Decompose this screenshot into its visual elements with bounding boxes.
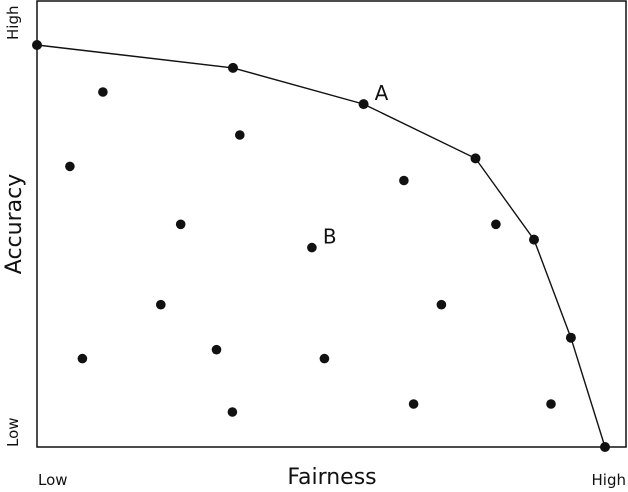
y-tick-label-low: Low bbox=[4, 417, 22, 447]
data-point bbox=[235, 130, 245, 140]
frontier-point bbox=[32, 40, 42, 50]
data-point bbox=[307, 242, 317, 253]
frontier-point bbox=[529, 234, 539, 245]
annotation-label-b: B bbox=[323, 225, 337, 249]
y-tick-label-high: High bbox=[4, 6, 22, 40]
data-point bbox=[399, 175, 409, 186]
plot-frame bbox=[36, 0, 627, 448]
data-point bbox=[436, 299, 447, 310]
x-axis-label: Fairness bbox=[287, 465, 376, 490]
data-point bbox=[65, 161, 75, 172]
frontier-points bbox=[32, 40, 610, 452]
annotation-labels: AB bbox=[323, 81, 389, 249]
data-point bbox=[156, 299, 166, 310]
frontier-point bbox=[358, 99, 369, 110]
frontier-point bbox=[228, 62, 238, 73]
data-point bbox=[227, 407, 238, 417]
x-tick-label-low: Low bbox=[38, 471, 68, 489]
data-point bbox=[77, 353, 88, 364]
frontier-point bbox=[470, 153, 481, 164]
data-point bbox=[175, 219, 186, 230]
data-point bbox=[408, 399, 419, 409]
data-point bbox=[491, 219, 501, 230]
data-point bbox=[98, 87, 108, 97]
scatter-points bbox=[65, 87, 556, 417]
frontier-point bbox=[600, 442, 610, 452]
pareto-frontier-line bbox=[36, 44, 606, 448]
frontier-point bbox=[565, 332, 576, 343]
y-axis-label: Accuracy bbox=[2, 174, 27, 274]
data-point bbox=[211, 344, 222, 355]
data-point bbox=[546, 399, 556, 409]
data-point bbox=[319, 353, 330, 364]
annotation-label-a: A bbox=[375, 81, 389, 105]
x-tick-label-high: High bbox=[592, 471, 626, 489]
